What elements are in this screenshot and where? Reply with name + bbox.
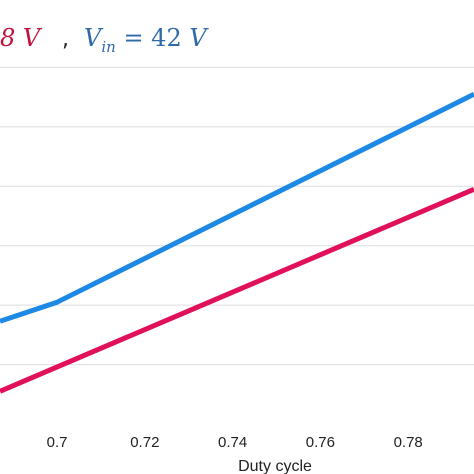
x-axis-title: Duty cycle [238, 458, 312, 474]
series-line-1 [0, 187, 474, 394]
x-tick-label-4: 0.78 [394, 434, 423, 451]
legend-entry-blue: Vin = 42 V [84, 24, 209, 56]
x-tick-labels: 0.7 0.72 0.74 0.76 0.78 [47, 434, 423, 451]
x-tick-label-1: 0.72 [130, 434, 159, 451]
x-tick-label-0: 0.7 [47, 434, 68, 451]
x-tick-label-2: 0.74 [218, 434, 247, 451]
gridlines [0, 66, 474, 366]
series-line-0 [0, 91, 474, 324]
series-lines [0, 91, 474, 394]
legend-entry-red: 8 V [0, 24, 43, 52]
legend-separator: , [62, 27, 69, 52]
legend: 8 V , Vin = 42 V [0, 24, 209, 56]
x-tick-label-3: 0.76 [306, 434, 335, 451]
